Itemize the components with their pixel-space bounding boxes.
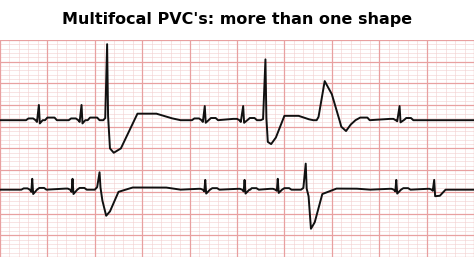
Text: Multifocal PVC's: more than one shape: Multifocal PVC's: more than one shape [62, 12, 412, 27]
